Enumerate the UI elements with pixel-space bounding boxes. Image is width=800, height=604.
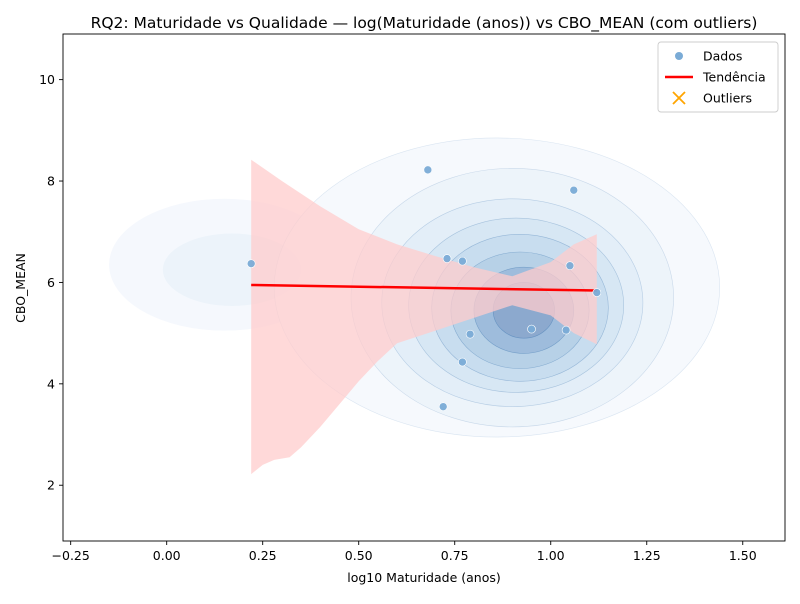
data-point-5 [458,256,467,266]
data-point-12 [438,402,448,411]
legend: Dados Tendência Outliers [657,41,779,113]
legend-item-tendência: Tendência [665,70,766,85]
x-tick-label: 1.50 [729,548,757,563]
y-tick-label: 2 [47,478,55,493]
plot-area [109,137,721,475]
y-tick-label: 4 [47,376,55,391]
x-tick-label: −0.25 [52,548,90,563]
data-point-1 [246,259,256,268]
data-point-9 [561,325,571,335]
data-point-2 [423,165,433,175]
y-tick-label: 10 [39,72,55,87]
data-point-7 [592,288,602,297]
trend-line-segment [251,283,597,292]
data-point-8 [527,324,536,334]
data-point-11 [458,357,467,367]
x-axis-label: log10 Maturidade (anos) [347,570,501,585]
trend-line [251,283,597,292]
legend-label: Dados [703,49,742,64]
y-tick-label: 6 [47,275,55,290]
x-tick-label: 0.50 [345,548,373,563]
data-point-6 [565,261,575,270]
data-point-3 [569,185,579,195]
ci-band [251,159,597,475]
plot-frame [62,33,786,542]
y-axis: 2 4 6 8 10 [39,72,63,493]
legend-item-outliers: Outliers [672,91,752,106]
x-tick-label: 0.25 [249,548,277,563]
x-tick-label: 0.00 [153,548,181,563]
data-point-10 [465,329,475,339]
y-tick-label: 8 [47,174,55,189]
confidence-band [251,159,597,475]
data-point-4 [442,254,452,263]
legend-label: Tendência [702,70,766,85]
chart-title: RQ2: Maturidade vs Qualidade — log(Matur… [91,14,758,33]
legend-marker-dot [675,52,683,60]
data-points [246,165,602,411]
x-tick-label: 1.25 [633,548,661,563]
x-tick-label: 0.75 [441,548,469,563]
y-axis-label: CBO_MEAN [13,253,28,323]
legend-marker-x [672,91,686,105]
x-tick-label: 1.00 [537,548,565,563]
legend-item-dados: Dados [675,49,742,64]
x-axis: −0.25 0.00 0.25 0.50 0.75 1.00 1.25 1.50 [52,541,757,563]
legend-box [657,41,779,113]
legend-label: Outliers [703,91,752,106]
